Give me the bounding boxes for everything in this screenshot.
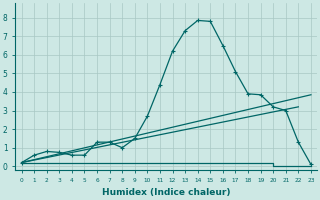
X-axis label: Humidex (Indice chaleur): Humidex (Indice chaleur): [102, 188, 230, 197]
